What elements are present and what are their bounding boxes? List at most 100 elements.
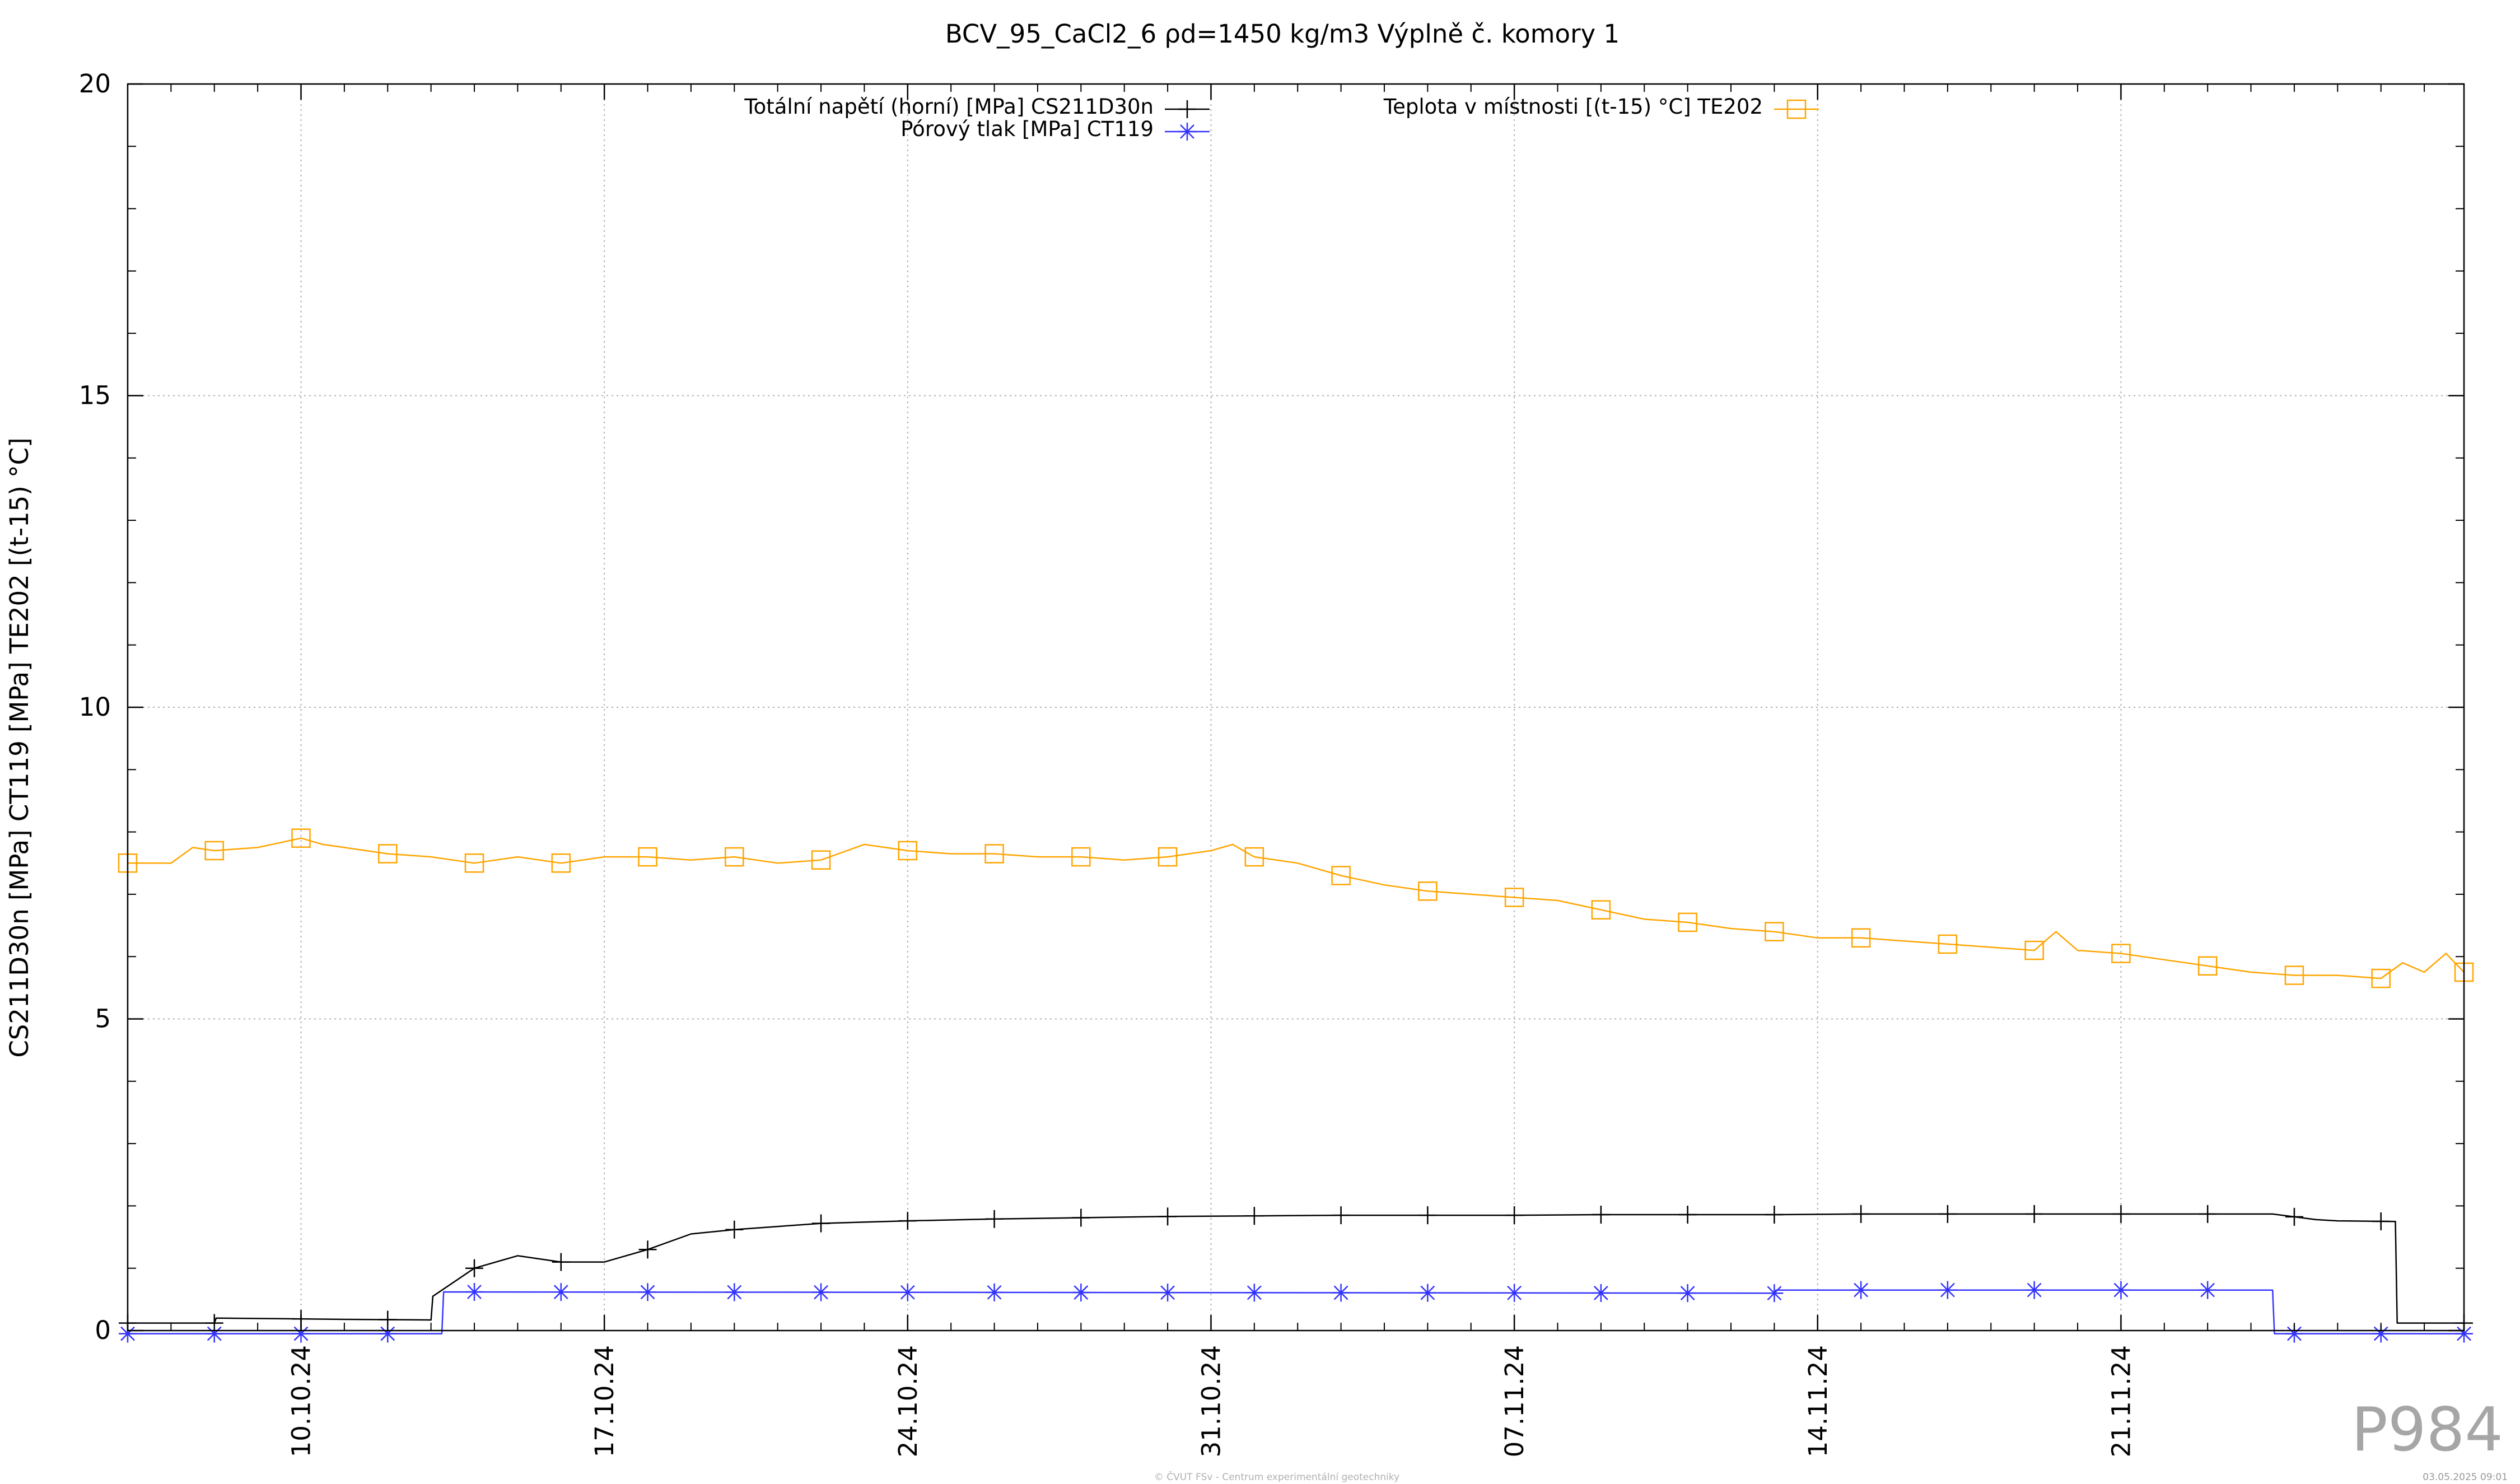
series-2-point bbox=[1504, 888, 1524, 907]
series-1-point bbox=[1938, 1281, 1957, 1299]
series-0-point bbox=[1245, 1207, 1263, 1225]
series-1-point bbox=[552, 1283, 570, 1301]
series-2-point bbox=[2284, 965, 2304, 985]
axes: 0 5 10 15 20 10.10.24 17.10.24 24.10.24 31.10.24… bbox=[79, 69, 2464, 1457]
series-2-point bbox=[1591, 900, 1611, 920]
series-2-point bbox=[2371, 968, 2391, 988]
series-0-point bbox=[465, 1259, 484, 1277]
x-tick-label: 31.10.24 bbox=[1196, 1345, 1226, 1457]
series-0-point bbox=[1852, 1205, 1870, 1223]
series-1-point bbox=[638, 1283, 657, 1301]
series-2-point bbox=[725, 847, 744, 867]
legend-swatch-marker bbox=[1178, 100, 1196, 118]
watermark-label: P984 bbox=[2351, 1395, 2503, 1465]
y-tick-label: 20 bbox=[79, 69, 111, 99]
series-1-point bbox=[898, 1283, 917, 1301]
footer-copyright: © ČVUT FSv - Centrum experimentální geot… bbox=[1154, 1471, 1399, 1483]
series-0-point bbox=[552, 1253, 570, 1271]
legend-entry-label: Pórový tlak [MPa] CT119 bbox=[900, 117, 1154, 141]
x-tick-label: 10.10.24 bbox=[287, 1345, 316, 1457]
series-0-point bbox=[1592, 1205, 1610, 1224]
series-1-point bbox=[1765, 1284, 1784, 1303]
series-1-point bbox=[1245, 1284, 1263, 1302]
series-layer bbox=[118, 828, 2474, 1343]
series-2-point bbox=[2024, 940, 2044, 960]
series-2-point bbox=[464, 853, 484, 873]
series-1-point bbox=[1072, 1284, 1090, 1302]
legend-entry-label: Teplota v místnosti [(t-15) °C] TE202 bbox=[1383, 95, 1763, 119]
chart-title: BCV_95_CaCl2_6 ρd=1450 kg/m3 Výplně č. k… bbox=[945, 19, 1620, 49]
legend-entry-label: Totální napětí (horní) [MPa] CS211D30n bbox=[744, 95, 1154, 119]
series-1-point bbox=[1418, 1284, 1437, 1302]
series-1-point bbox=[1159, 1284, 1177, 1302]
series-2-point bbox=[1678, 912, 1697, 932]
series-2-point bbox=[984, 844, 1004, 864]
series-1-point bbox=[1505, 1284, 1524, 1302]
series-2-point bbox=[1418, 881, 1438, 901]
series-2-point bbox=[811, 850, 831, 870]
series-0-point bbox=[1332, 1206, 1350, 1225]
series-0-point bbox=[812, 1214, 830, 1233]
series-0-point bbox=[1938, 1205, 1957, 1223]
x-tick-label: 14.11.24 bbox=[1803, 1345, 1833, 1457]
y-tick-label: 5 bbox=[95, 1004, 111, 1034]
series-0-point bbox=[2285, 1207, 2303, 1226]
series-1-point bbox=[985, 1283, 1004, 1301]
series-1-point bbox=[1852, 1281, 1870, 1299]
series-1-point bbox=[465, 1283, 484, 1301]
series-0-point bbox=[1159, 1207, 1177, 1226]
series-0-point bbox=[985, 1210, 1004, 1228]
legend-swatch-marker bbox=[1786, 99, 1807, 119]
series-0-point bbox=[2199, 1205, 2217, 1223]
series-1-point bbox=[1332, 1284, 1350, 1302]
series-0-point bbox=[1765, 1205, 1784, 1224]
x-tick-label: 17.10.24 bbox=[590, 1345, 619, 1457]
series-2-point bbox=[2111, 944, 2131, 963]
series-0-point bbox=[1072, 1208, 1090, 1227]
series-0-point bbox=[2112, 1205, 2130, 1223]
x-tick-label: 24.10.24 bbox=[893, 1345, 923, 1457]
y-tick-label: 0 bbox=[95, 1315, 111, 1345]
series-2-point bbox=[1244, 847, 1264, 867]
series-2-point bbox=[638, 847, 657, 867]
series-0-point bbox=[1678, 1205, 1697, 1224]
series-0-point bbox=[725, 1220, 744, 1239]
grid bbox=[128, 84, 2464, 1331]
series-0-point bbox=[898, 1212, 917, 1230]
series-2-point bbox=[204, 841, 225, 861]
series-1-point bbox=[1678, 1284, 1697, 1303]
series-1-point bbox=[812, 1283, 830, 1301]
series-1-point bbox=[1592, 1284, 1610, 1302]
series-line-2 bbox=[128, 837, 2465, 979]
x-tick-label: 21.11.24 bbox=[2106, 1345, 2136, 1457]
series-2-point bbox=[2197, 956, 2218, 976]
series-2-point bbox=[1938, 934, 1958, 954]
series-2-point bbox=[1158, 847, 1178, 867]
series-2-point bbox=[291, 828, 311, 848]
series-1-point bbox=[2199, 1281, 2217, 1299]
series-2-point bbox=[1071, 847, 1091, 867]
series-1-point bbox=[2025, 1281, 2043, 1299]
series-2-point bbox=[378, 844, 398, 864]
series-2-point bbox=[1765, 922, 1784, 941]
legend-swatch-marker bbox=[1178, 123, 1196, 141]
y-tick-label: 15 bbox=[79, 381, 111, 410]
footer-date: 03.05.2025 09:01 bbox=[2423, 1472, 2508, 1483]
series-0-point bbox=[1418, 1206, 1437, 1225]
series-2-point bbox=[551, 853, 571, 873]
series-2-point bbox=[898, 841, 918, 861]
series-2-point bbox=[1851, 928, 1871, 948]
series-1 bbox=[119, 1281, 2473, 1343]
series-1-point bbox=[725, 1283, 744, 1301]
series-2-point bbox=[1331, 866, 1351, 885]
series-0-point bbox=[1505, 1206, 1524, 1225]
y-tick-label: 10 bbox=[79, 692, 111, 722]
y-axis-label: CS211D30n [MPa] CT119 [MPa] TE202 [(t-15… bbox=[4, 437, 34, 1057]
series-1-point bbox=[2112, 1281, 2130, 1299]
series-0-point bbox=[2372, 1212, 2390, 1230]
series-0-point bbox=[2025, 1205, 2043, 1223]
x-tick-label: 07.11.24 bbox=[1500, 1345, 1529, 1457]
legend: Totální napětí (horní) [MPa] CS211D30nPó… bbox=[744, 95, 1819, 141]
